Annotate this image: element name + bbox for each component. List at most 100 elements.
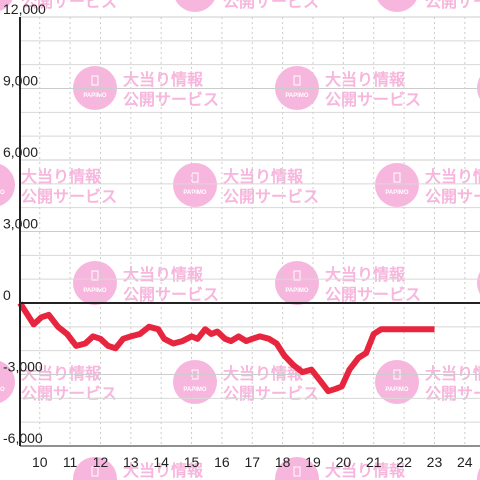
watermark-logo-text: PAPIMO <box>385 0 409 1</box>
watermark-logo-icon <box>275 261 319 305</box>
watermark-logo-text: PAPIMO <box>0 387 5 393</box>
x-tick-label: 22 <box>396 454 412 470</box>
x-tick-label: 15 <box>184 454 200 470</box>
watermark-logo-icon <box>0 0 13 11</box>
phone-icon <box>91 270 99 281</box>
watermark-logo-icon <box>275 457 319 480</box>
watermark-logo-text: PAPIMO <box>385 190 409 196</box>
watermark-line2: 公開サービス <box>123 286 219 304</box>
x-tick-label: 14 <box>153 454 169 470</box>
phone-icon <box>91 466 99 477</box>
x-tick-label: 13 <box>123 454 139 470</box>
watermark-line1: 大当り情報 <box>123 70 204 89</box>
x-tick-label: 21 <box>366 454 382 470</box>
series-line <box>17 301 435 395</box>
watermark-logo-icon <box>73 261 117 305</box>
watermark-line2: 公開サービス <box>425 385 480 403</box>
watermark-logo-text: PAPIMO <box>0 0 5 1</box>
x-tick-label: 10 <box>32 454 48 470</box>
watermark-line1: 大当り情報 <box>325 461 406 480</box>
watermark-line2: 公開サービス <box>325 91 421 109</box>
x-tick-label: 12 <box>93 454 109 470</box>
y-tick-label: 3,000 <box>3 216 38 232</box>
watermark-logo-text: PAPIMO <box>183 190 207 196</box>
watermark-line1: 大当り情報 <box>425 167 480 186</box>
phone-icon <box>293 75 301 86</box>
watermark-logo-text: PAPIMO <box>285 288 309 294</box>
watermark-line1: 大当り情報 <box>223 364 304 383</box>
watermark-logo-icon <box>173 163 217 207</box>
y-tick-label: 12,000 <box>3 1 46 17</box>
watermark-logo-icon <box>0 361 15 403</box>
watermark-logo-text: PAPIMO <box>285 93 309 99</box>
x-tick-label: 11 <box>63 454 78 470</box>
y-tick-label: -3,000 <box>3 359 43 375</box>
watermark-line2: 公開サービス <box>223 385 319 403</box>
watermark-line2: 公開サービス <box>425 188 480 206</box>
series-layer <box>17 301 435 395</box>
watermark-line2: 公開サービス <box>325 286 421 304</box>
x-tick-label: 16 <box>214 454 230 470</box>
watermark-line2: 公開サービス <box>21 188 117 206</box>
watermark-line2: 公開サービス <box>223 0 319 11</box>
watermark-line2: 公開サービス <box>425 0 480 11</box>
x-tick-label: 20 <box>336 454 352 470</box>
watermark-line2: 公開サービス <box>21 385 117 403</box>
y-tick-label: 6,000 <box>3 144 38 160</box>
watermark-logo-text: PAPIMO <box>183 387 207 393</box>
x-tick-label: 17 <box>244 454 260 470</box>
phone-icon <box>293 466 301 477</box>
x-tick-label: 23 <box>427 454 443 470</box>
watermark-line2: 公開サービス <box>21 0 117 11</box>
watermark-line1: 大当り情報 <box>223 167 304 186</box>
watermark-line1: 大当り情報 <box>425 364 480 383</box>
y-tick-label: 9,000 <box>3 73 38 89</box>
watermark-logo-text: PAPIMO <box>183 0 207 1</box>
watermark-logo-text: PAPIMO <box>385 387 409 393</box>
watermark-logo-icon <box>377 0 417 12</box>
tick-labels: -6,000 -3,000 0 3,000 6,000 9,000 12,000 10 11 12… <box>3 1 473 470</box>
watermark-line2: 公開サービス <box>223 188 319 206</box>
y-tick-label: 0 <box>3 287 11 303</box>
phone-icon <box>393 172 401 183</box>
axes <box>19 17 480 447</box>
watermark-line2: 公開サービス <box>123 91 219 109</box>
watermark-logo-icon <box>173 360 217 404</box>
phone-icon <box>293 270 301 281</box>
watermark-logo-icon <box>73 457 117 480</box>
watermark-line1: 大当り情報 <box>325 265 406 284</box>
watermark-logo-text: PAPIMO <box>83 93 107 99</box>
watermark-line1: 大当り情報 <box>21 167 102 186</box>
watermark-logo-icon <box>477 271 480 295</box>
watermark-line1: 大当り情報 <box>21 364 102 383</box>
watermark-logo-text: PAPIMO <box>0 190 5 196</box>
watermark-logo-icon <box>375 360 419 404</box>
x-tick-label: 24 <box>457 454 473 470</box>
y-tick-label: -6,000 <box>3 430 43 446</box>
watermark-logo-icon <box>477 467 480 480</box>
x-tick-label: 19 <box>305 454 321 470</box>
phone-icon <box>91 75 99 86</box>
watermark-line1: 大当り情報 <box>123 461 204 480</box>
watermark-line1: 大当り情報 <box>325 70 406 89</box>
watermark-logo-icon <box>0 164 15 206</box>
watermark-logo-text: PAPIMO <box>83 288 107 294</box>
watermark-logo-icon <box>175 0 215 12</box>
x-tick-label: 18 <box>275 454 291 470</box>
watermark-logo-icon <box>375 163 419 207</box>
